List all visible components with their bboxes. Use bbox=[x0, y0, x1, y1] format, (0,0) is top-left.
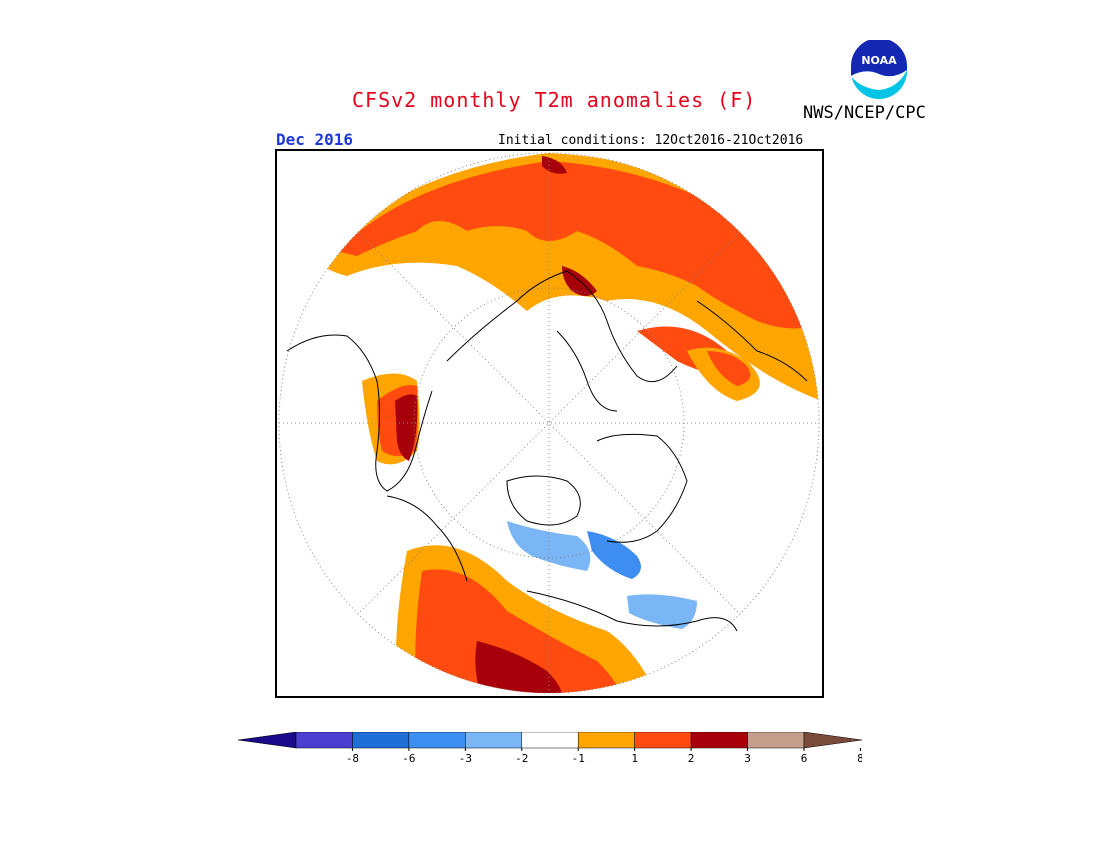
initial-conditions-label: Initial conditions: 12Oct2016-21Oct2016 bbox=[498, 133, 804, 148]
anomaly-region-greenland-cool bbox=[627, 594, 697, 629]
anomaly-region-far-east-extreme bbox=[542, 156, 567, 174]
legend-swatch-2 bbox=[352, 731, 410, 749]
legend-swatch-1 bbox=[295, 731, 353, 749]
legend-tick-label: 2 bbox=[688, 752, 695, 765]
legend-swatch-3 bbox=[408, 731, 466, 749]
legend-swatch-6 bbox=[577, 731, 635, 749]
anomaly-region-scandinavia-hot bbox=[707, 351, 751, 386]
graticule-outer bbox=[278, 152, 820, 694]
color-legend: -8 -6 -3 -2 -1 1 2 3 6 8 bbox=[237, 731, 864, 772]
anomaly-region-alaska-extreme bbox=[395, 394, 418, 461]
legend-tick-label: 8 bbox=[857, 752, 862, 765]
logo-text: NOAA bbox=[861, 54, 897, 67]
coastlines bbox=[286, 270, 808, 632]
map-title: CFSv2 monthly T2m anomalies (F) bbox=[352, 88, 757, 112]
legend-swatch-4 bbox=[465, 731, 523, 749]
polar-map bbox=[275, 149, 824, 698]
month-label: Dec 2016 bbox=[276, 130, 354, 149]
legend-tick-label: -6 bbox=[402, 752, 415, 765]
legend-tick-label: -3 bbox=[459, 752, 472, 765]
legend-tick-label: -8 bbox=[346, 752, 359, 765]
legend-swatch-5 bbox=[521, 731, 579, 749]
legend-tick-label: -2 bbox=[515, 752, 528, 765]
legend-tick-label: 3 bbox=[744, 752, 751, 765]
legend-swatch-7 bbox=[634, 731, 692, 749]
legend-tick-label: 6 bbox=[801, 752, 808, 765]
legend-swatch-high-triangle bbox=[803, 731, 863, 749]
legend-swatch-low-triangle bbox=[237, 731, 297, 749]
legend-swatch-8 bbox=[690, 731, 748, 749]
anomaly-region-europe-hot bbox=[415, 569, 622, 693]
legend-swatch-9 bbox=[747, 731, 805, 749]
anomaly-region-europe-extreme bbox=[475, 641, 562, 693]
agency-label: NWS/NCEP/CPC bbox=[803, 103, 926, 123]
legend-tick-label: -1 bbox=[572, 752, 585, 765]
legend-tick-label: 1 bbox=[631, 752, 638, 765]
anomaly-region-canada-cool bbox=[587, 531, 641, 579]
anomaly-region-siberia-hot bbox=[337, 161, 819, 329]
noaa-logo: NOAA bbox=[848, 38, 910, 102]
